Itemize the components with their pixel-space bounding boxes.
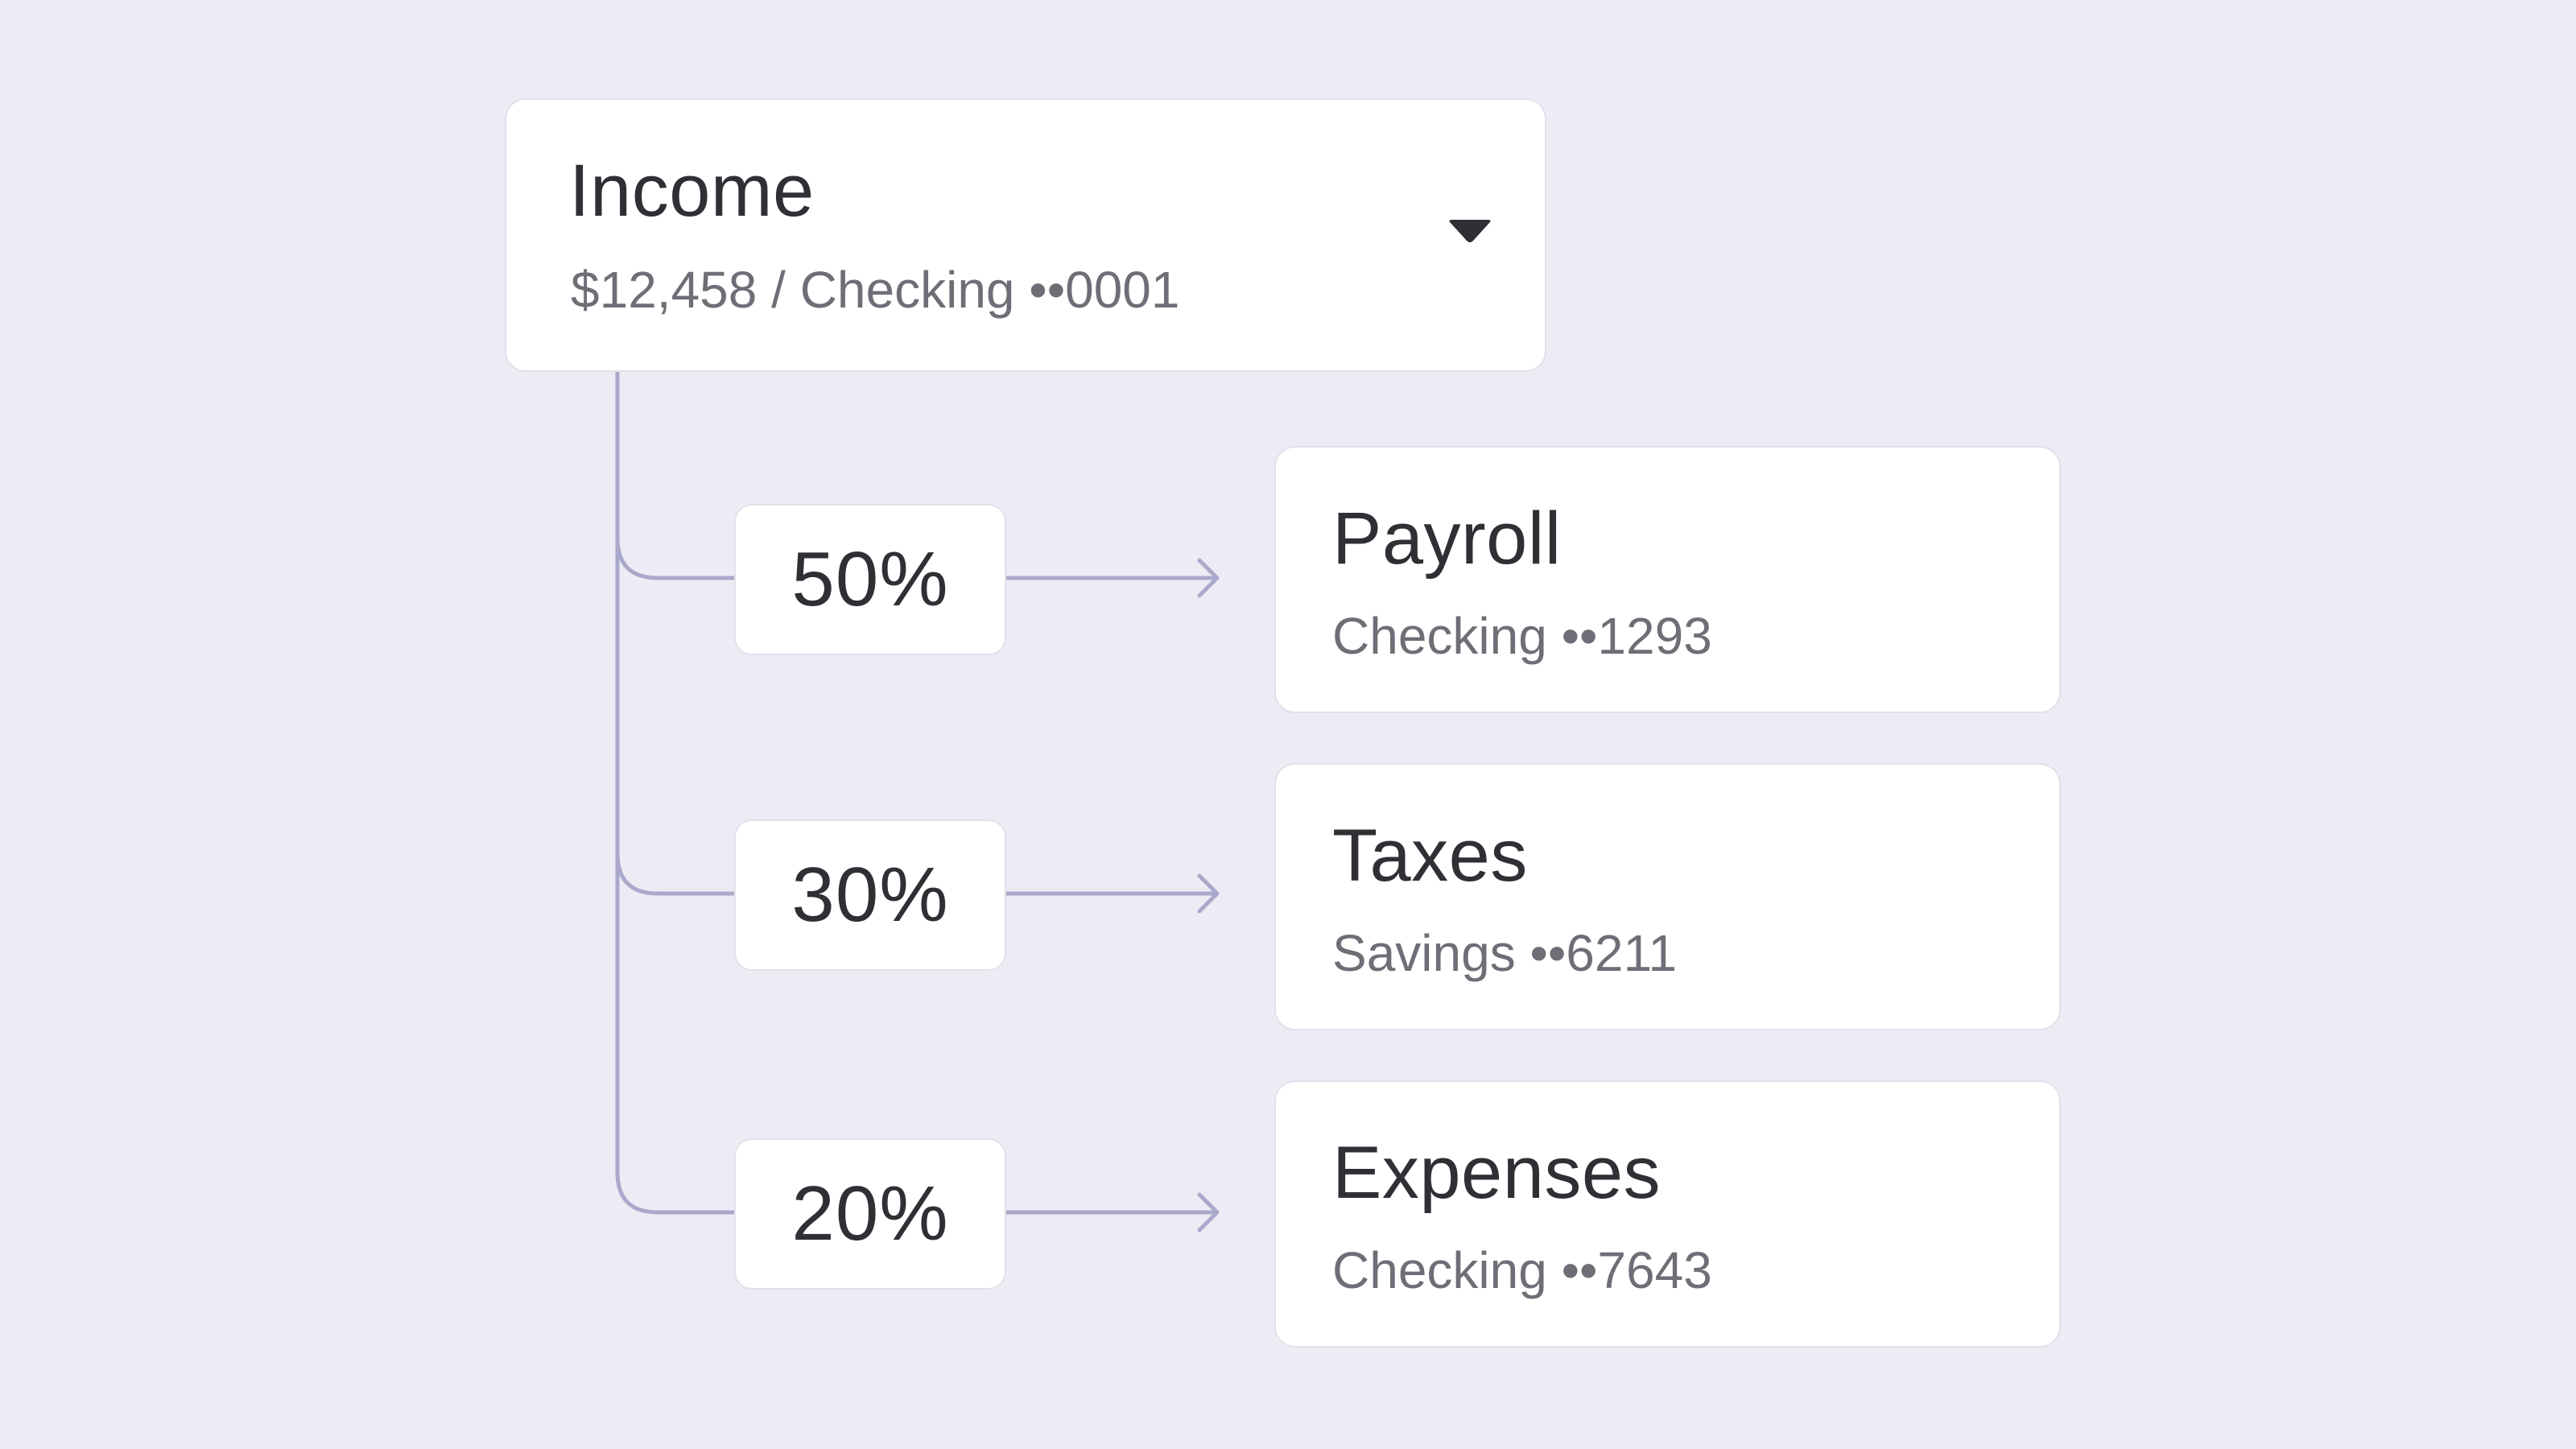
split-percent-expenses[interactable]: 20% (734, 1138, 1006, 1290)
destination-card-taxes[interactable]: Taxes Savings ••6211 (1274, 763, 2061, 1030)
destination-subtitle: Checking ••7643 (1332, 1241, 1712, 1299)
arrow-line-2 (1004, 873, 1220, 914)
split-percent-payroll[interactable]: 50% (734, 504, 1006, 655)
arrow-line-3 (1004, 1192, 1220, 1232)
destination-title: Expenses (1332, 1132, 1662, 1214)
caret-down-icon (1449, 220, 1491, 242)
branch-line-1 (615, 535, 737, 580)
source-subtitle: $12,458 / Checking ••0001 (571, 261, 1180, 319)
trunk-line (615, 369, 737, 1215)
arrow-line-1 (1004, 558, 1220, 598)
destination-card-payroll[interactable]: Payroll Checking ••1293 (1274, 446, 2061, 713)
dropdown-toggle[interactable] (1434, 196, 1506, 269)
branch-line-2 (615, 851, 737, 896)
destination-subtitle: Checking ••1293 (1332, 607, 1712, 665)
income-source-card[interactable]: Income $12,458 / Checking ••0001 (505, 98, 1546, 372)
source-title: Income (569, 150, 815, 232)
destination-card-expenses[interactable]: Expenses Checking ••7643 (1274, 1080, 2061, 1348)
destination-title: Payroll (1332, 497, 1562, 580)
destination-title: Taxes (1332, 815, 1528, 897)
destination-subtitle: Savings ••6211 (1332, 924, 1677, 982)
split-percent-taxes[interactable]: 30% (734, 819, 1006, 971)
